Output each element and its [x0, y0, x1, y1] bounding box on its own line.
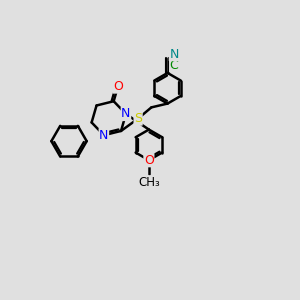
Text: CH₃: CH₃ — [138, 176, 160, 189]
Text: C: C — [170, 59, 178, 72]
Text: O: O — [144, 154, 154, 167]
Text: N: N — [99, 129, 109, 142]
Text: S: S — [134, 112, 142, 125]
Text: O: O — [113, 80, 123, 93]
Text: N: N — [169, 48, 179, 61]
Text: N: N — [121, 107, 130, 121]
